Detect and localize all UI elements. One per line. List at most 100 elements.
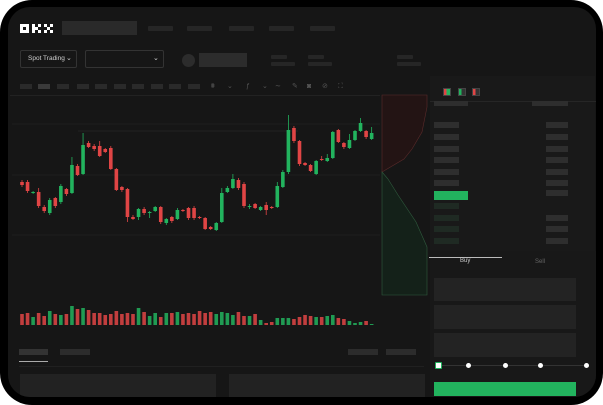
nav-item[interactable] — [229, 26, 254, 31]
filter-button[interactable] — [348, 349, 378, 355]
timeframe-button[interactable] — [20, 84, 32, 89]
tab-sell[interactable]: Sell — [535, 259, 546, 265]
volume-bar — [297, 317, 302, 325]
candle-body — [92, 146, 96, 149]
buy-button[interactable] — [434, 382, 576, 396]
price-input[interactable] — [434, 278, 576, 301]
line-tool-icon[interactable]: ∼ — [275, 83, 281, 90]
search-box[interactable] — [62, 21, 137, 35]
slider-step[interactable] — [466, 363, 471, 368]
camera-icon[interactable]: ◙ — [307, 83, 312, 90]
volume-bar — [25, 313, 30, 325]
fullscreen-icon[interactable]: ⛶ — [338, 83, 343, 90]
pencil-icon[interactable]: ✎ — [292, 83, 298, 90]
candle-body — [175, 210, 180, 219]
tab-buy[interactable]: Buy — [460, 258, 471, 264]
bid-price — [434, 215, 459, 221]
stat-value — [308, 62, 332, 66]
candle-body — [281, 172, 285, 187]
volume-bar — [75, 309, 80, 325]
total-input[interactable] — [434, 333, 576, 357]
candle-body — [292, 128, 296, 141]
volume-bar — [114, 311, 119, 325]
slider-step[interactable] — [538, 363, 543, 368]
timeframe-button[interactable] — [188, 84, 200, 89]
stat-value — [397, 62, 421, 66]
timeframe-button[interactable] — [114, 84, 126, 89]
orders-card — [20, 374, 216, 397]
volume-bar — [242, 316, 246, 325]
volume-bar — [264, 323, 268, 325]
volume-bar — [331, 315, 335, 325]
amount-input[interactable] — [434, 305, 576, 329]
slider-step[interactable] — [503, 363, 508, 368]
book-header-price — [434, 101, 468, 106]
tab-history[interactable] — [60, 349, 90, 355]
pair-selector[interactable]: ⌄ — [85, 50, 164, 68]
candle-body — [286, 130, 291, 172]
volume-bar — [292, 319, 296, 325]
volume-bar — [225, 313, 230, 325]
settings-icon[interactable]: ⊘ — [322, 83, 328, 90]
logo-glyph — [20, 24, 53, 33]
volume-bar — [247, 316, 252, 325]
book-sell-icon[interactable] — [472, 88, 480, 96]
chevron-down-icon[interactable]: ⌄ — [227, 83, 233, 90]
slider-handle[interactable] — [435, 362, 442, 369]
nav-item[interactable] — [187, 26, 212, 31]
candle-body — [170, 217, 174, 221]
nav-item[interactable] — [148, 26, 173, 31]
volume-bar — [70, 306, 74, 325]
timeframe-button[interactable] — [151, 84, 163, 89]
ask-price — [434, 146, 459, 152]
timeframe-button[interactable] — [132, 84, 144, 89]
volume-bar — [103, 315, 108, 325]
nav-item[interactable] — [269, 26, 294, 31]
nav-item[interactable] — [310, 26, 335, 31]
volume-bar — [47, 311, 52, 325]
candle-body — [331, 132, 335, 158]
indicator-icon[interactable]: ƒ — [246, 83, 250, 90]
amount-slider-track[interactable] — [438, 365, 588, 366]
candle-body — [97, 146, 102, 156]
timeframe-button[interactable] — [57, 84, 69, 89]
book-buy-icon[interactable] — [458, 88, 466, 96]
filter-button[interactable] — [386, 349, 416, 355]
volume-bar — [97, 313, 102, 325]
tab-underline — [19, 361, 48, 362]
volume-bar — [181, 314, 185, 325]
chart-type-icon[interactable]: ⩩ — [211, 83, 215, 90]
volume-bar — [20, 314, 24, 325]
volume-bar — [236, 312, 241, 325]
candle-body — [131, 217, 135, 219]
volume-bar — [86, 310, 91, 325]
chevron-down-icon: ⌄ — [66, 55, 72, 62]
timeframe-button[interactable] — [38, 84, 50, 89]
slider-step[interactable] — [584, 363, 589, 368]
candlestick-chart[interactable] — [8, 7, 428, 347]
divider — [19, 366, 424, 367]
timeframe-button[interactable] — [169, 84, 181, 89]
candle-body — [275, 186, 280, 207]
last-price — [434, 191, 468, 200]
book-both-icon[interactable] — [443, 88, 451, 96]
ask-price — [434, 169, 459, 175]
candle-body — [120, 187, 124, 190]
volume-bar — [214, 314, 219, 325]
ask-amount — [546, 134, 568, 140]
tab-open-orders[interactable] — [19, 349, 48, 355]
volume-bar — [208, 312, 213, 325]
timeframe-button[interactable] — [95, 84, 107, 89]
okx-logo[interactable] — [20, 22, 56, 35]
candle-body — [336, 130, 341, 142]
timeframe-button[interactable] — [77, 84, 89, 89]
volume-bar — [64, 314, 69, 325]
spot-trading-dropdown[interactable]: Spot Trading ⌄ — [20, 50, 77, 68]
candle-body — [264, 205, 268, 210]
ask-amount — [546, 146, 568, 152]
bid-amount — [546, 238, 568, 244]
candle-body — [53, 198, 58, 206]
chevron-down-icon[interactable]: ⌄ — [262, 83, 268, 90]
candle-body — [164, 219, 169, 223]
